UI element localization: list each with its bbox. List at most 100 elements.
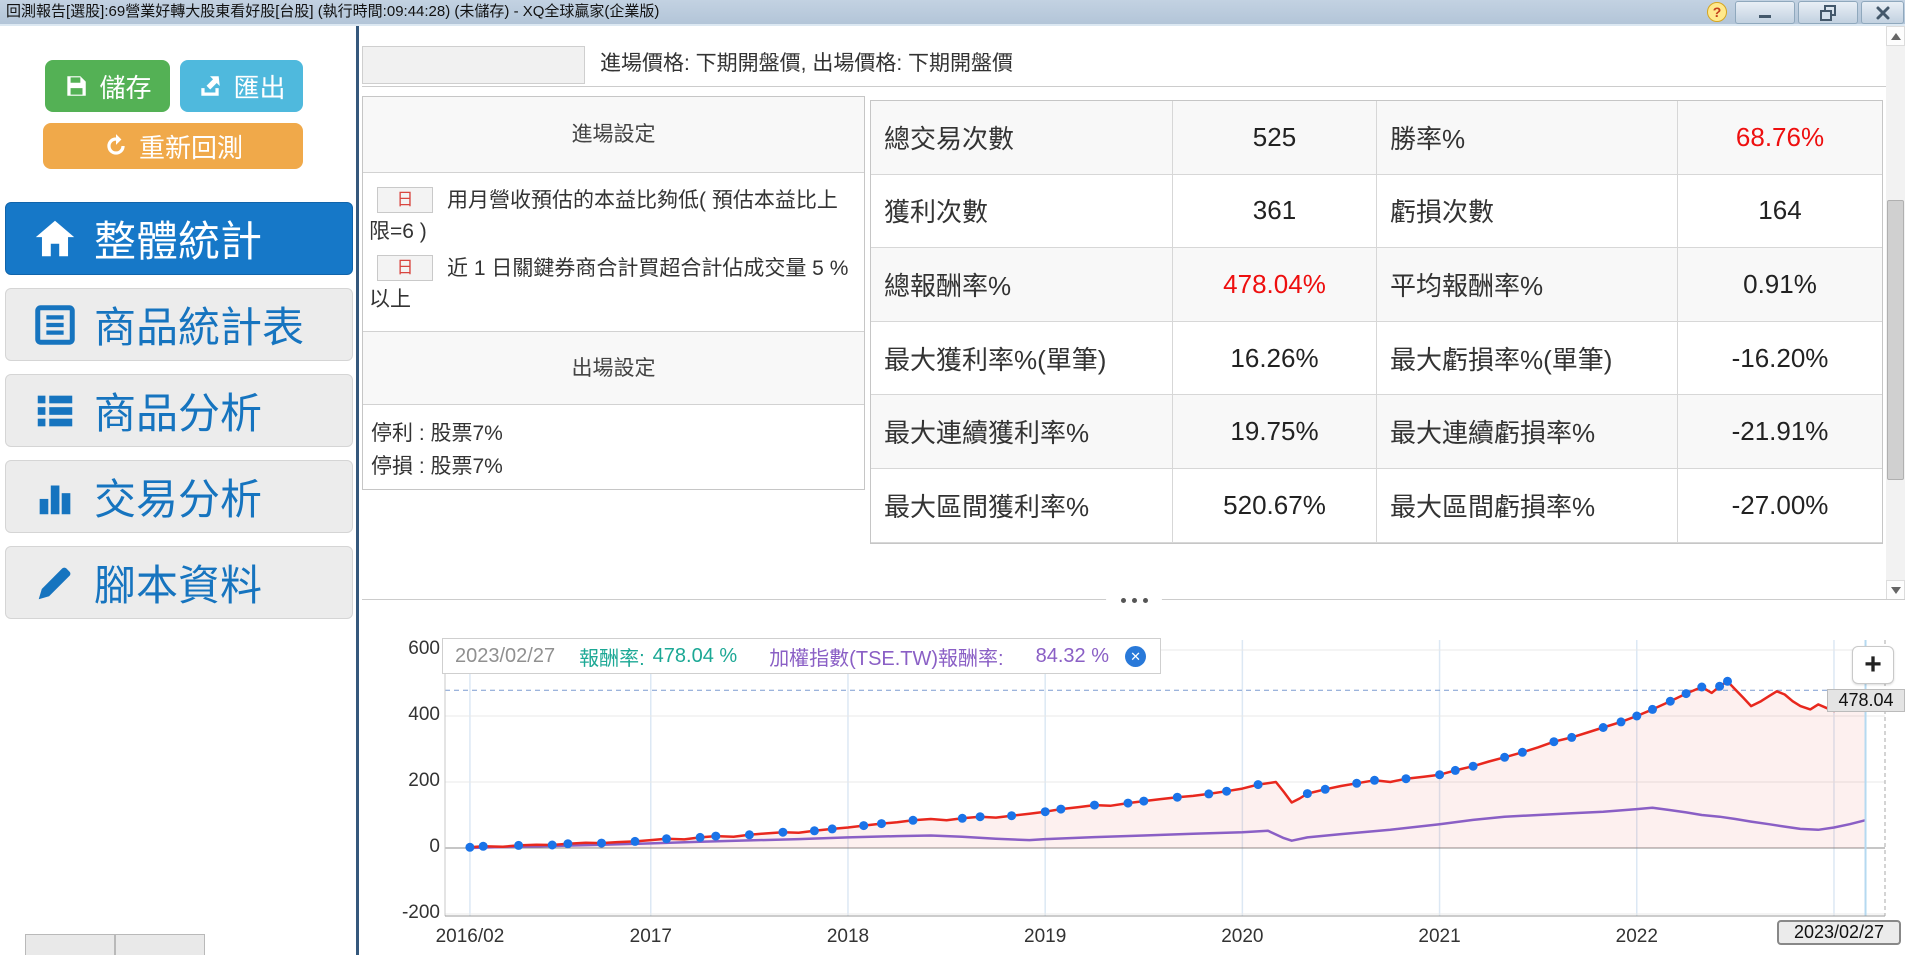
y-tick-label: -200 <box>401 902 440 923</box>
sidebar-item-label: 交易分析 <box>94 476 263 523</box>
y-tick-label: 600 <box>408 638 440 659</box>
rerun-label: 重新回測 <box>138 132 243 163</box>
stat-label: 最大連續虧損率% <box>1377 395 1678 469</box>
stat-value: 68.76% <box>1678 101 1882 175</box>
stat-value: -21.91% <box>1678 395 1882 469</box>
restore-icon <box>1820 4 1836 21</box>
stat-label: 最大連續獲利率% <box>871 395 1173 469</box>
sidebar-item-2[interactable]: 商品分析 <box>5 374 353 447</box>
entry-settings-header: 進場設定 <box>363 97 864 173</box>
scroll-up-button[interactable] <box>1886 26 1905 46</box>
sidebar-item-3[interactable]: 交易分析 <box>5 460 353 533</box>
arrow-down-icon <box>1890 586 1901 594</box>
settings-name-box <box>362 46 585 84</box>
chart-zoom-button[interactable]: + <box>1852 646 1894 684</box>
background-window-tab[interactable] <box>115 934 205 955</box>
frequency-badge: 日 <box>377 255 433 281</box>
vertical-scrollbar[interactable] <box>1886 26 1905 600</box>
chart-legend: 2023/02/27 報酬率: 478.04 % 加權指數(TSE.TW)報酬率… <box>442 638 1162 674</box>
current-date-badge: 2023/02/27 <box>1777 920 1901 945</box>
exit-settings-header: 出場設定 <box>363 331 864 405</box>
stat-label: 總報酬率% <box>871 248 1173 322</box>
stat-label: 最大獲利率%(單筆) <box>871 321 1173 396</box>
export-button[interactable]: 匯出 <box>180 60 303 112</box>
stat-label: 獲利次數 <box>871 174 1173 249</box>
frequency-badge: 日 <box>377 187 433 213</box>
top-divider <box>362 86 1888 87</box>
x-tick-label: 2016/02 <box>435 926 505 947</box>
stat-label: 最大區間虧損率% <box>1377 468 1678 543</box>
entry-condition: 日用月營收預估的本益比夠低( 預估本益比上限=6 ) <box>369 187 838 243</box>
legend-index-label: 加權指數(TSE.TW)報酬率: <box>769 647 1004 670</box>
y-tick-label: 400 <box>408 704 440 725</box>
export-icon <box>201 76 221 96</box>
entry-conditions: 日用月營收預估的本益比夠低( 預估本益比上限=6 ) 日近 1 日關鍵券商合計買超… <box>363 173 864 331</box>
help-icon[interactable]: ? <box>1707 2 1727 22</box>
sidebar-item-0[interactable]: 整體統計 <box>5 202 353 275</box>
current-value-badge: 478.04 <box>1827 689 1905 712</box>
restore-button[interactable] <box>1798 1 1858 24</box>
stat-label: 總交易次數 <box>871 101 1173 175</box>
table-icon <box>32 302 78 348</box>
stat-value: 164 <box>1678 175 1882 249</box>
chart-plot[interactable] <box>362 614 1905 955</box>
close-button[interactable] <box>1861 1 1904 24</box>
stat-value: 520.67% <box>1173 468 1377 543</box>
pencil-icon <box>32 560 78 606</box>
stat-value: 0.91% <box>1678 248 1882 322</box>
stat-value: 525 <box>1173 101 1377 175</box>
legend-return-label: 報酬率: <box>579 647 645 670</box>
stat-value: -27.00% <box>1678 469 1882 543</box>
legend-date: 2023/02/27 <box>455 644 556 667</box>
legend-close-icon[interactable]: ✕ <box>1125 645 1147 667</box>
export-label: 匯出 <box>233 72 286 103</box>
sidebar-item-label: 整體統計 <box>94 218 263 265</box>
window-title: 回測報告[選股]:69營業好轉大股東看好股[台股] (執行時間:09:44:28… <box>6 3 660 20</box>
sidebar-item-label: 商品統計表 <box>94 304 305 351</box>
splitter-handle[interactable] <box>1106 593 1162 608</box>
exit-conditions: 停利 : 股票7% 停損 : 股票7% <box>363 405 864 483</box>
close-icon <box>1876 6 1889 19</box>
price-settings-note: 進場價格: 下期開盤價, 出場價格: 下期開盤價 <box>600 52 1014 75</box>
scrollbar-thumb[interactable] <box>1887 200 1904 480</box>
bar-chart-icon <box>32 474 78 520</box>
equity-curve-chart: 600 400 200 0 -200 2016/02 2017 2018 2019 2020 20… <box>362 614 1905 955</box>
entry-exit-settings-panel: 進場設定 日用月營收預估的本益比夠低( 預估本益比上限=6 ) 日近 1 日關鍵券… <box>362 96 865 490</box>
x-tick-label: 2018 <box>826 926 870 947</box>
entry-condition: 日近 1 日關鍵券商合計買超合計佔成交量 5 %以上 <box>369 255 849 311</box>
save-button[interactable]: 儲存 <box>45 60 170 112</box>
scroll-down-button[interactable] <box>1886 580 1905 600</box>
stat-label: 最大虧損率%(單筆) <box>1377 321 1678 396</box>
save-label: 儲存 <box>99 72 152 103</box>
background-window-tab[interactable] <box>25 934 115 955</box>
y-tick-label: 200 <box>408 770 440 791</box>
stat-label: 最大區間獲利率% <box>871 468 1173 543</box>
x-tick-label: 2020 <box>1221 926 1264 947</box>
stat-value: 478.04% <box>1173 248 1377 322</box>
overall-statistics-table: 總交易次數 525 勝率% 68.76% 獲利次數 361 虧損次數 164 總報酬率% 478.… <box>870 100 1883 544</box>
stat-value: 16.26% <box>1173 321 1377 396</box>
minimize-icon <box>1759 14 1771 18</box>
title-bar: 回測報告[選股]:69營業好轉大股東看好股[台股] (執行時間:09:44:28… <box>0 0 1905 26</box>
x-tick-label: 2021 <box>1418 926 1461 947</box>
sidebar-item-label: 腳本資料 <box>94 562 263 609</box>
list-icon <box>32 388 78 434</box>
home-icon <box>32 216 78 262</box>
exit-condition: 停損 : 股票7% <box>371 455 503 478</box>
stat-value: 19.75% <box>1173 395 1377 469</box>
minimize-button[interactable] <box>1735 1 1795 24</box>
sidebar-item-4[interactable]: 腳本資料 <box>5 546 353 619</box>
sidebar-separator <box>356 26 359 955</box>
x-tick-label: 2019 <box>1024 926 1067 947</box>
sidebar-item-1[interactable]: 商品統計表 <box>5 288 353 361</box>
stat-value: 361 <box>1173 174 1377 249</box>
legend-return-value: 478.04 % <box>652 644 738 667</box>
rerun-backtest-button[interactable]: 重新回測 <box>43 123 303 169</box>
arrow-up-icon <box>1890 32 1901 40</box>
save-icon <box>67 76 87 96</box>
stat-value: -16.20% <box>1678 322 1882 396</box>
sidebar-item-label: 商品分析 <box>94 390 263 437</box>
refresh-icon <box>107 134 125 155</box>
exit-condition: 停利 : 股票7% <box>371 422 503 445</box>
